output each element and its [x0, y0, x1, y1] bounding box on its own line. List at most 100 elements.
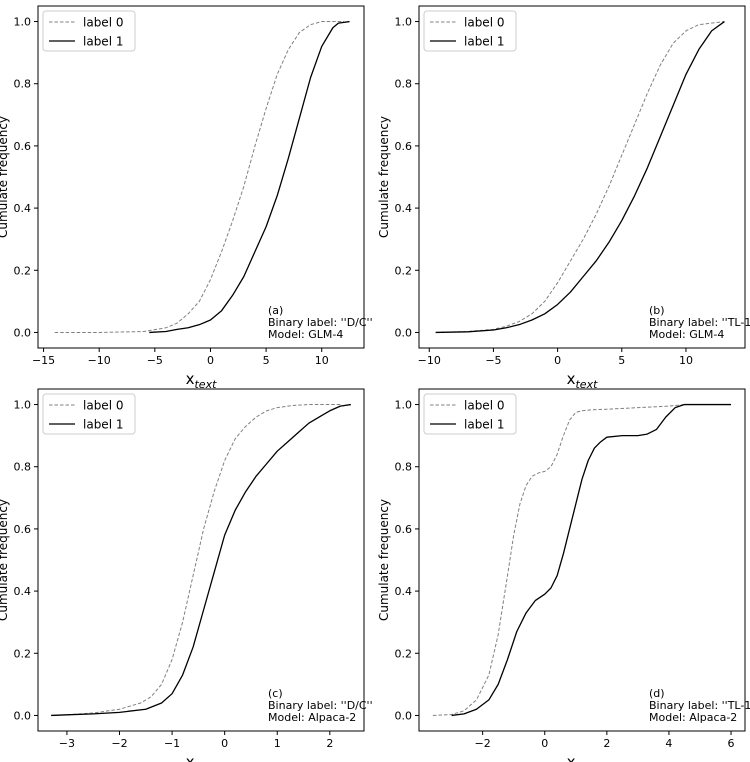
annotation-panel-tag: (c) — [268, 687, 283, 700]
x-tick-label: −15 — [32, 354, 55, 367]
series-line-label-0 — [435, 21, 725, 333]
x-tick-label: 2 — [603, 737, 610, 750]
y-tick-label: 0.0 — [395, 709, 413, 722]
x-tick-label: 0 — [207, 354, 214, 367]
series-line-label-0 — [54, 21, 344, 333]
axes-frame — [37, 388, 365, 732]
x-axis-label-subscript: text — [194, 378, 217, 391]
y-tick-label: 0.6 — [14, 523, 32, 536]
legend-entry-label: label 1 — [83, 35, 123, 49]
annotation-model: Model: Alpaca-2 — [268, 711, 356, 724]
legend-entry-label: label 1 — [83, 418, 123, 432]
annotation-binary-label: Binary label: ''D/C'' — [268, 699, 373, 712]
x-axis-label-main: x — [186, 753, 195, 762]
series-line-label-1 — [149, 20, 350, 334]
chart-panel-4: −2 0 2 4 6 0.0 0.2 0.4 0.6 0.8 1.0 xtext Cumulate fr… — [377, 388, 750, 762]
y-tick-label: 0.8 — [14, 78, 32, 91]
y-tick-label: 0.0 — [395, 326, 413, 339]
chart-panel-2: −10 −5 0 5 10 0.0 0.2 0.4 0.6 0.8 1.0 xtext Cumulate… — [377, 5, 750, 391]
y-tick-label: 0.2 — [395, 647, 413, 660]
y-tick-label: 0.2 — [14, 264, 32, 277]
x-tick-label: 10 — [315, 354, 329, 367]
y-axis-label: Cumulate frequency — [377, 499, 391, 621]
series-line-label-1 — [51, 403, 351, 717]
y-tick-label: 0.0 — [14, 326, 32, 339]
x-tick-label: −2 — [111, 737, 127, 750]
legend-entry-label: label 1 — [464, 418, 504, 432]
x-tick-label: 5 — [263, 354, 270, 367]
x-axis-label-main: x — [186, 370, 195, 388]
x-tick-label: −10 — [88, 354, 111, 367]
series-line-label-0 — [432, 404, 694, 716]
annotation-binary-label: Binary label: ''TL-1'' — [649, 316, 750, 329]
y-tick-label: 0.4 — [395, 585, 413, 598]
legend-entry-label: label 1 — [464, 35, 504, 49]
axes-frame — [418, 388, 746, 732]
x-tick-label: 10 — [679, 354, 693, 367]
x-tick-label: 5 — [618, 354, 625, 367]
y-tick-label: 1.0 — [395, 399, 413, 412]
x-tick-label: −5 — [485, 354, 501, 367]
chart-panel-3: −3 −2 −1 0 1 2 0.0 0.2 0.4 0.6 0.8 1.0 xtext Cumulate… — [0, 388, 373, 762]
axes-frame — [418, 5, 746, 349]
series-line-label-1 — [451, 403, 732, 717]
y-tick-label: 1.0 — [14, 399, 32, 412]
annotation-binary-label: Binary label: ''D/C'' — [268, 316, 373, 329]
x-tick-label: −1 — [164, 737, 180, 750]
series-line-label-1 — [435, 21, 725, 334]
x-axis-label-main: x — [567, 370, 576, 388]
x-tick-label: 0 — [541, 737, 548, 750]
legend: label 0 label 1 — [423, 393, 517, 435]
x-tick-label: 6 — [728, 737, 735, 750]
legend: label 0 label 1 — [42, 10, 136, 52]
x-axis-label-main: x — [567, 753, 576, 762]
legend-entry-label: label 0 — [464, 16, 504, 30]
series-line-label-0 — [51, 404, 341, 716]
x-axis-label-subscript: text — [575, 378, 598, 391]
legend-entry-label: label 0 — [83, 16, 123, 30]
y-tick-label: 0.2 — [395, 264, 413, 277]
x-axis-label: xtext — [186, 753, 217, 762]
y-tick-label: 0.2 — [14, 647, 32, 660]
annotation-binary-label: Binary label: ''TL-1'' — [649, 699, 750, 712]
legend: label 0 label 1 — [423, 10, 517, 52]
annotation-panel-tag: (b) — [649, 304, 665, 317]
x-tick-label: −10 — [418, 354, 441, 367]
y-tick-label: 0.8 — [14, 461, 32, 474]
y-tick-label: 0.8 — [395, 78, 413, 91]
y-tick-label: 0.6 — [14, 140, 32, 153]
annotation-panel-tag: (d) — [649, 687, 665, 700]
y-tick-label: 0.4 — [14, 585, 32, 598]
chart-panel-1: −15 −10 −5 0 5 10 0.0 0.2 0.4 0.6 0.8 1.0 xtext Cumul… — [0, 5, 373, 391]
y-tick-label: 0.0 — [14, 709, 32, 722]
annotation-panel-tag: (a) — [268, 304, 283, 317]
annotation-model: Model: GLM-4 — [268, 328, 343, 341]
x-tick-label: −5 — [147, 354, 163, 367]
y-tick-label: 0.4 — [395, 202, 413, 215]
x-tick-label: −2 — [475, 737, 491, 750]
x-tick-label: 0 — [554, 354, 561, 367]
x-tick-label: 2 — [326, 737, 333, 750]
y-tick-label: 0.8 — [395, 461, 413, 474]
y-axis-label: Cumulate frequency — [0, 499, 10, 621]
legend-entry-label: label 0 — [464, 399, 504, 413]
y-tick-label: 0.6 — [395, 523, 413, 536]
x-tick-label: 0 — [221, 737, 228, 750]
y-tick-label: 0.6 — [395, 140, 413, 153]
y-axis-label: Cumulate frequency — [0, 116, 10, 238]
y-axis-label: Cumulate frequency — [377, 116, 391, 238]
x-tick-label: 4 — [665, 737, 672, 750]
y-tick-label: 1.0 — [14, 16, 32, 29]
x-tick-label: −3 — [59, 737, 75, 750]
x-tick-label: 1 — [274, 737, 281, 750]
annotation-model: Model: Alpaca-2 — [649, 711, 737, 724]
x-axis-label: xtext — [567, 753, 598, 762]
annotation-model: Model: GLM-4 — [649, 328, 724, 341]
y-tick-label: 0.4 — [14, 202, 32, 215]
x-axis-label: xtext — [567, 370, 598, 391]
legend-entry-label: label 0 — [83, 399, 123, 413]
y-tick-label: 1.0 — [395, 16, 413, 29]
axes-frame — [37, 5, 365, 349]
legend: label 0 label 1 — [42, 393, 136, 435]
